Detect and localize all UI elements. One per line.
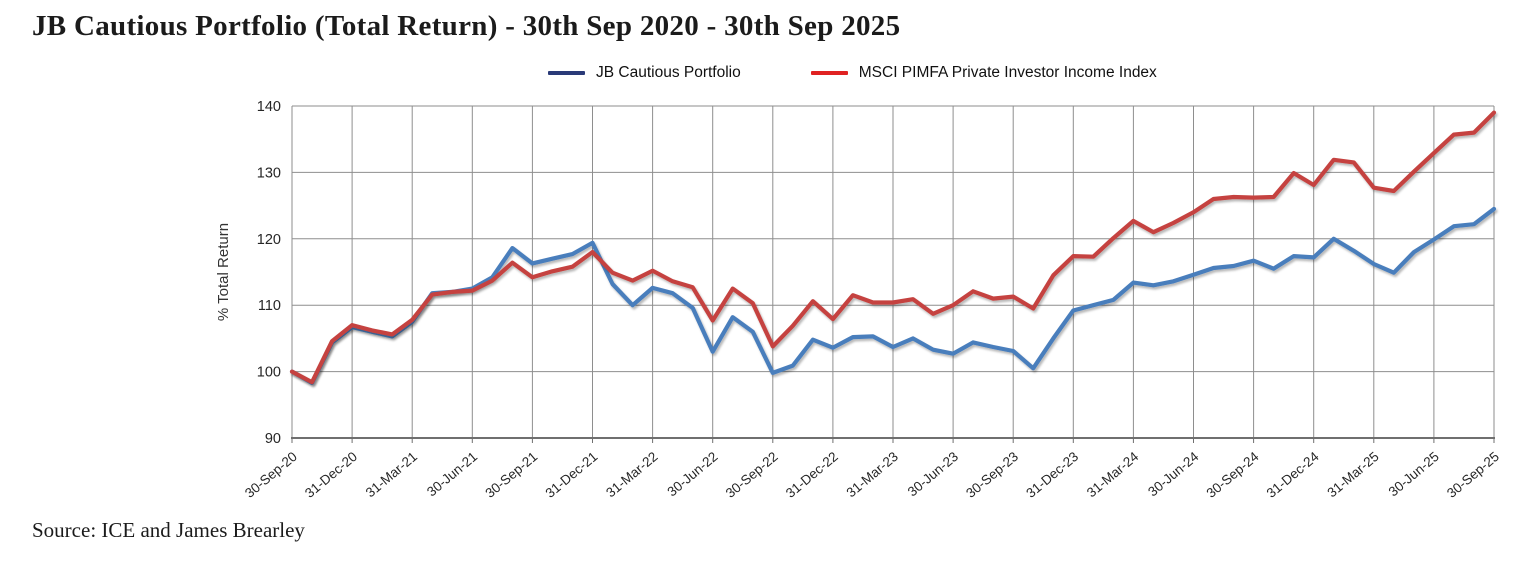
svg-text:31-Mar-25: 31-Mar-25 (1324, 449, 1381, 501)
svg-text:31-Mar-21: 31-Mar-21 (363, 449, 420, 501)
x-axis (291, 437, 1495, 443)
svg-text:31-Mar-23: 31-Mar-23 (844, 449, 901, 501)
legend-line-swatch (548, 71, 585, 75)
svg-text:30-Sep-24: 30-Sep-24 (1204, 448, 1262, 500)
svg-text:30-Jun-25: 30-Jun-25 (1386, 449, 1442, 500)
svg-text:110: 110 (258, 298, 281, 314)
series-line-msci-pimfa-private-investor-income-index (289, 110, 1497, 385)
svg-text:30-Jun-21: 30-Jun-21 (424, 449, 480, 500)
svg-text:31-Dec-21: 31-Dec-21 (543, 449, 601, 501)
legend-label: MSCI PIMFA Private Investor Income Index (858, 64, 1157, 81)
legend-item-msci-pimfa: MSCI PIMFA Private Investor Income Index (810, 64, 1157, 82)
svg-text:30-Sep-20: 30-Sep-20 (242, 449, 300, 501)
legend-line-swatch (810, 71, 848, 75)
svg-text:30-Sep-21: 30-Sep-21 (482, 449, 540, 501)
svg-text:31-Mar-22: 31-Mar-22 (603, 449, 660, 501)
y-axis-title: % Total Return (215, 223, 232, 321)
series-line-jb-cautious-portfolio (289, 206, 1497, 385)
svg-text:130: 130 (257, 165, 281, 181)
grid-lines (291, 105, 1495, 439)
svg-text:140: 140 (257, 99, 281, 115)
svg-text:31-Mar-24: 31-Mar-24 (1084, 448, 1142, 500)
source-note: Source: ICE and James Brearley (32, 518, 305, 542)
x-axis-tick-labels: 30-Sep-20 31-Dec-20 31-Mar-21 30-Jun-21 30-S… (242, 448, 1502, 500)
svg-text:30-Jun-23: 30-Jun-23 (905, 449, 961, 500)
svg-text:30-Sep-22: 30-Sep-22 (723, 449, 781, 501)
svg-text:30-Jun-24: 30-Jun-24 (1145, 448, 1202, 499)
svg-text:120: 120 (257, 232, 281, 248)
svg-text:31-Dec-23: 31-Dec-23 (1023, 449, 1081, 501)
svg-text:30-Jun-22: 30-Jun-22 (664, 449, 720, 500)
svg-text:31-Dec-20: 31-Dec-20 (302, 449, 360, 501)
svg-text:31-Dec-22: 31-Dec-22 (783, 449, 841, 501)
y-axis-tick-labels: 90 100 110 120 130 140 (257, 99, 281, 447)
svg-text:100: 100 (257, 365, 281, 381)
chart-legend: JB Cautious Portfolio MSCI PIMFA Private… (548, 64, 1157, 82)
chart-title: JB Cautious Portfolio (Total Return) - 3… (32, 10, 901, 42)
svg-text:30-Sep-23: 30-Sep-23 (963, 449, 1021, 501)
legend-item-jb-cautious: JB Cautious Portfolio (548, 64, 741, 82)
svg-text:31-Dec-24: 31-Dec-24 (1264, 448, 1322, 500)
svg-text:90: 90 (265, 431, 281, 447)
svg-text:30-Sep-25: 30-Sep-25 (1444, 449, 1502, 501)
legend-label: JB Cautious Portfolio (596, 64, 741, 81)
